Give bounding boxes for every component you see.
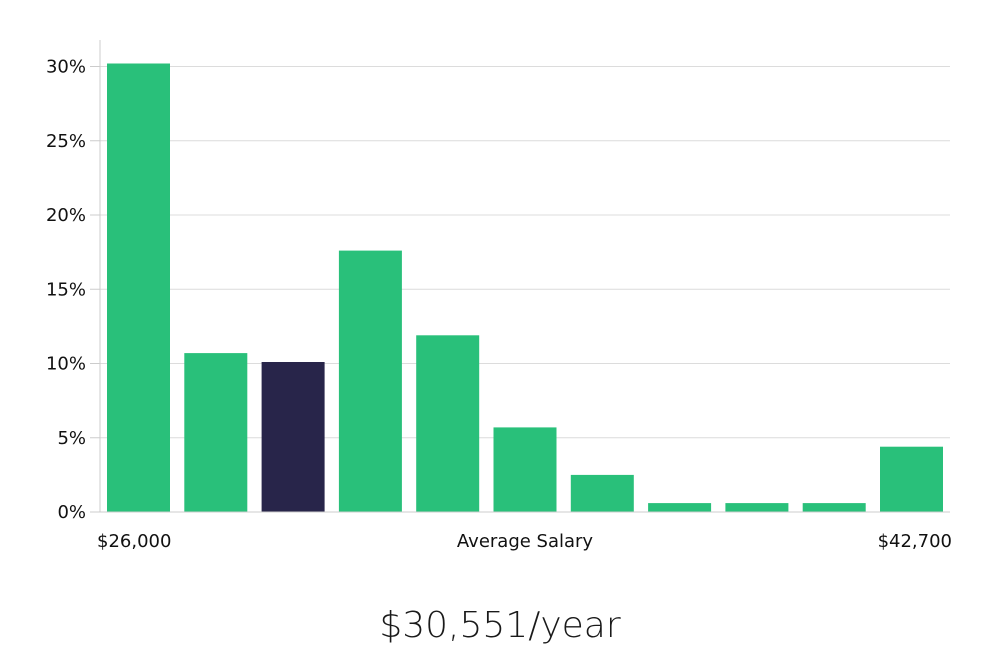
bar <box>416 335 480 512</box>
bar <box>338 250 402 512</box>
bar <box>880 446 943 512</box>
y-tick-label: 20% <box>46 205 86 226</box>
bar <box>107 63 170 512</box>
y-tick-label: 30% <box>46 57 86 78</box>
salary-distribution-chart: 0% 5% 10% 15% 20% 25% 30% $26,000 Average Sala… <box>46 40 952 552</box>
bar <box>570 474 634 512</box>
x-min-label: $26,000 <box>97 531 171 552</box>
bar <box>648 503 712 512</box>
bar <box>725 503 789 512</box>
bars <box>107 63 943 512</box>
y-tick-label: 0% <box>57 502 86 523</box>
x-max-label: $42,700 <box>878 531 952 552</box>
y-tick-label: 25% <box>46 131 86 152</box>
y-tick-label: 10% <box>46 354 86 375</box>
bar-highlighted <box>261 362 325 512</box>
average-salary-headline: $30,551/year <box>379 605 621 646</box>
bar <box>184 353 248 512</box>
y-tick-label: 15% <box>46 279 86 300</box>
bar <box>493 427 557 512</box>
y-tick-label: 5% <box>57 428 86 449</box>
y-axis-ticks: 0% 5% 10% 15% 20% 25% 30% <box>46 57 100 523</box>
bar <box>802 503 866 512</box>
x-axis-title: Average Salary <box>457 531 594 552</box>
